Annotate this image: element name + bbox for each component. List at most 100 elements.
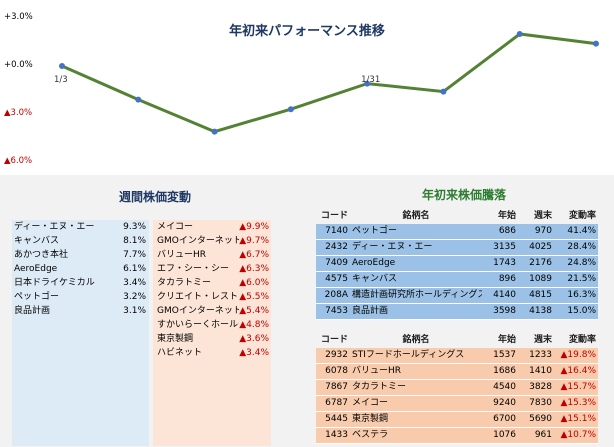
cell-name: 東京製鋼 (350, 411, 482, 428)
cell-end: 4025 (518, 239, 554, 256)
weekly-gainer-row: キャンバス 8.1% (12, 234, 149, 248)
stock-name: メイコー (157, 222, 194, 232)
performance-chart: 年初来パフォーマンス推移 +3.0% +0.0% ▲3.0% ▲6.0% 1/3 1/3… (0, 0, 614, 175)
cell-change: ▲16.4% (554, 363, 598, 380)
weekly-loser-row: クリエイト・レストランツ▲5.5% (153, 290, 271, 304)
weekly-gainer-row: 良品計画 3.1% (12, 304, 149, 318)
cell-end: 3828 (518, 379, 554, 396)
stock-name: キャンバス (14, 236, 60, 246)
cell-start: 3135 (482, 239, 518, 256)
cell-name: ベステラ (350, 427, 482, 444)
stock-change: ▲9.9% (239, 222, 269, 232)
header-start: 年始 (482, 209, 518, 224)
cell-start: 1537 (482, 348, 518, 364)
data-point (59, 63, 65, 69)
cell-start: 686 (482, 224, 518, 240)
cell-change: 16.3% (554, 287, 598, 304)
cell-change: ▲15.1% (554, 411, 598, 428)
stock-change: 3.1% (123, 306, 146, 316)
chart-plot (59, 31, 599, 135)
cell-change: ▲19.8% (554, 348, 598, 364)
cell-start: 6700 (482, 411, 518, 428)
x-tick-label: 1/3 (54, 75, 68, 85)
stock-change: 7.7% (123, 250, 146, 260)
table-header-row: コード 銘柄名 年始 週末 変動率 (316, 333, 598, 348)
stock-name: 良品計画 (14, 306, 51, 316)
stock-name: バリューHR (157, 250, 207, 260)
header-start: 年始 (482, 333, 518, 348)
cell-start: 9240 (482, 395, 518, 412)
weekly-loser-row: エフ・シー・シー ▲6.3% (153, 262, 271, 276)
stock-name: ディー・エヌ・エー (14, 222, 95, 232)
cell-end: 961 (518, 427, 554, 444)
header-end: 週末 (518, 209, 554, 224)
stock-change: 6.1% (123, 264, 146, 274)
cell-start: 3598 (482, 303, 518, 320)
stock-name: AeroEdge (14, 264, 58, 274)
y-tick-label: +3.0% (4, 12, 33, 22)
stock-name: あかつき本社 (14, 250, 69, 260)
header-change: 変動率 (554, 333, 598, 348)
cell-name: キャンバス (350, 271, 482, 288)
cell-change: 24.8% (554, 255, 598, 272)
weekly-gainer-row: AeroEdge 6.1% (12, 262, 149, 276)
cell-name: AeroEdge (350, 255, 482, 272)
header-end: 週末 (518, 333, 554, 348)
y-tick-label: ▲3.0% (4, 108, 33, 118)
ytd-gainers-table: コード 銘柄名 年始 週末 変動率 7140 ペットゴー 686 970 41.4% 24… (316, 209, 598, 320)
weekly-loser-row: バリューHR ▲6.7% (153, 248, 271, 262)
weekly-gainer-row: ペットゴー 3.2% (12, 290, 149, 304)
header-code: コード (316, 333, 350, 348)
y-tick-label: +0.0% (4, 60, 33, 70)
y-tick-label: ▲6.0% (4, 156, 33, 166)
cell-code: 6078 (316, 363, 350, 380)
cell-code: 5445 (316, 411, 350, 428)
table-row: 7140 ペットゴー 686 970 41.4% (316, 224, 598, 240)
weekly-gainer-row: ディー・エヌ・エー 9.3% (12, 220, 149, 234)
stock-name: エフ・シー・シー (157, 264, 230, 274)
cell-end: 4815 (518, 287, 554, 304)
table-row: 6078 バリューHR 1686 1410 ▲16.4% (316, 363, 598, 380)
table-row: 1433 ベステラ 1076 961 ▲10.7% (316, 427, 598, 444)
cell-code: 7140 (316, 224, 350, 240)
cell-name: 構造計画研究所ホールディングス (350, 287, 482, 304)
stock-change: 3.4% (123, 278, 146, 288)
cell-change: ▲15.7% (554, 379, 598, 396)
cell-code: 6787 (316, 395, 350, 412)
weekly-loser-row: GMOインターネットグ▲5.4% (153, 304, 271, 318)
cell-end: 2176 (518, 255, 554, 272)
cell-end: 1233 (518, 348, 554, 364)
weekly-gainers-panel: ディー・エヌ・エー 9.3% キャンバス 8.1% あかつき本社 7.7% AeroEdge… (12, 220, 149, 446)
cell-change: 41.4% (554, 224, 598, 240)
stock-change: ▲6.0% (239, 278, 269, 288)
cell-change: ▲10.7% (554, 427, 598, 444)
cell-change: 21.5% (554, 271, 598, 288)
series-line (61, 32, 597, 134)
cell-code: 7453 (316, 303, 350, 320)
header-code: コード (316, 209, 350, 224)
header-name: 銘柄名 (350, 209, 482, 224)
cell-change: 28.4% (554, 239, 598, 256)
cell-end: 1089 (518, 271, 554, 288)
table-row: 2432 ディー・エヌ・エー 3135 4025 28.4% (316, 239, 598, 256)
weekly-loser-row: すかいらーくホールディ▲4.8% (153, 318, 271, 332)
stock-name: ペットゴー (14, 292, 60, 302)
stock-change: ▲6.3% (239, 264, 269, 274)
table-header-row: コード 銘柄名 年始 週末 変動率 (316, 209, 598, 224)
cell-change: 15.0% (554, 303, 598, 320)
stock-name: すかいらーくホールディ (157, 320, 239, 330)
stock-name: ハビネット (157, 348, 203, 358)
stock-name: GMOインターネットグ (157, 306, 239, 316)
weekly-gainer-row: 日本ドライケミカル 3.4% (12, 276, 149, 290)
data-point (135, 96, 142, 103)
header-change: 変動率 (554, 209, 598, 224)
data-point (211, 128, 218, 135)
data-point (364, 80, 371, 87)
data-point (287, 106, 294, 113)
stock-change: 8.1% (123, 236, 146, 246)
cell-start: 896 (482, 271, 518, 288)
weekly-gainer-row: あかつき本社 7.7% (12, 248, 149, 262)
stock-name: 東京製鋼 (157, 334, 194, 344)
table-row: 4575 キャンバス 896 1089 21.5% (316, 271, 598, 288)
table-row: 7867 タカラトミー 4540 3828 ▲15.7% (316, 379, 598, 396)
